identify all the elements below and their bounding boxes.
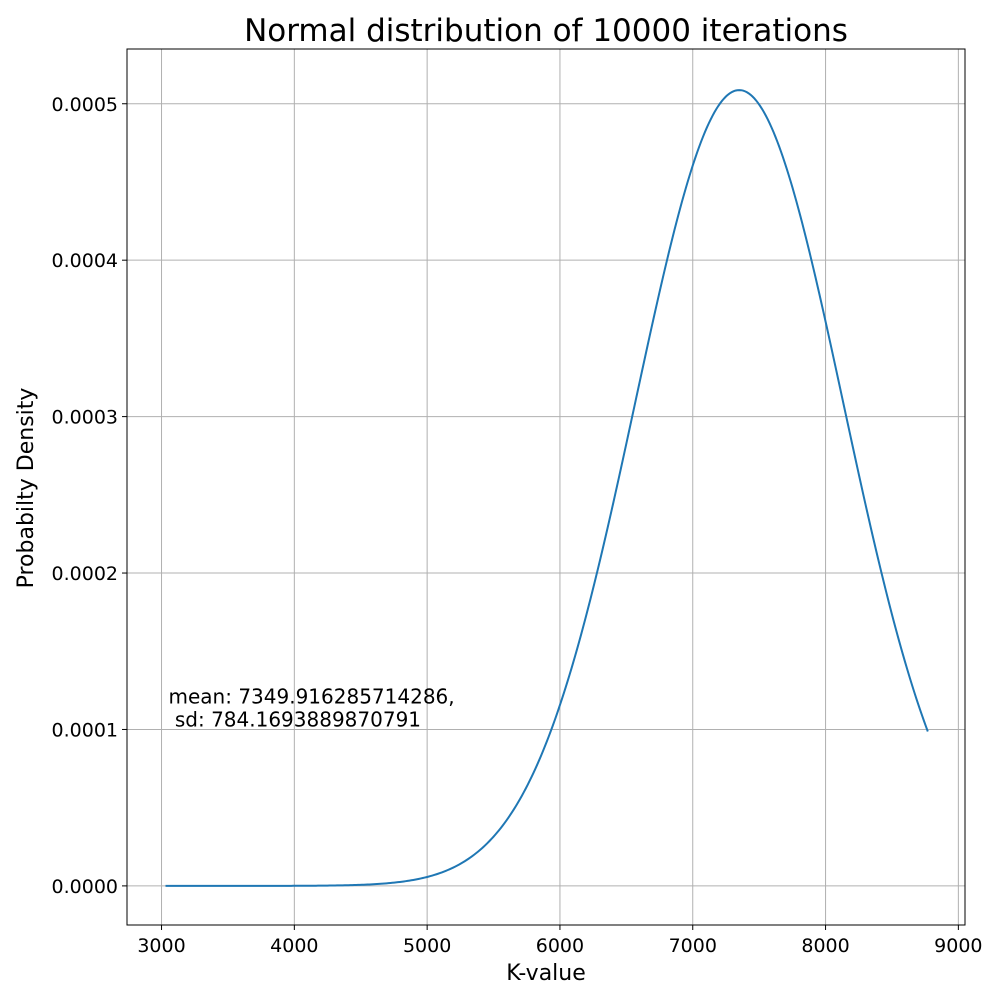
y-tick-label: 0.0000 xyxy=(52,876,118,898)
grid xyxy=(127,49,965,925)
series-layer xyxy=(165,89,929,887)
x-tick-label: 5000 xyxy=(403,935,451,957)
y-tick-label: 0.0005 xyxy=(52,94,118,116)
y-tick-label: 0.0003 xyxy=(52,407,118,429)
x-tick-label: 3000 xyxy=(137,935,185,957)
x-tick-label: 7000 xyxy=(669,935,717,957)
axes-frame xyxy=(126,48,966,926)
pdf-line xyxy=(165,89,929,887)
annotation-line: mean: 7349.916285714286, xyxy=(169,684,455,708)
x-tick-label: 4000 xyxy=(270,935,318,957)
annotation-line: sd: 784.1693889870791 xyxy=(169,707,422,731)
y-tick-label: 0.0002 xyxy=(52,563,118,585)
x-tick-label: 8000 xyxy=(801,935,849,957)
x-axis-label: K-value xyxy=(506,961,586,986)
annotation: mean: 7349.916285714286, sd: 784.1693889… xyxy=(169,684,455,731)
x-tick-label: 6000 xyxy=(536,935,584,957)
y-tick-label: 0.0001 xyxy=(52,719,118,741)
x-tick-label: 9000 xyxy=(934,935,982,957)
y-axis-label: Probabilty Density xyxy=(14,388,39,589)
chart-title: Normal distribution of 10000 iterations xyxy=(244,13,848,49)
y-tick-label: 0.0004 xyxy=(52,250,118,272)
ticks: 3000 4000 5000 6000 7000 8000 9000 0.0000 0.0001… xyxy=(52,94,983,957)
